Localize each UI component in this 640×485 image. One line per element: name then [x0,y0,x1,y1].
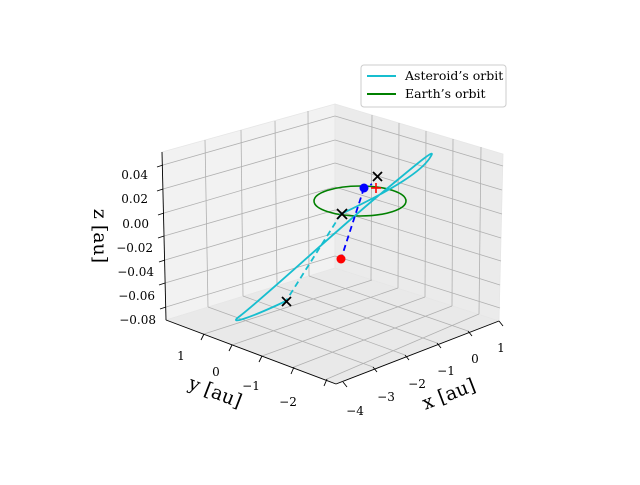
x-tick-label: 0 [471,352,479,366]
z-tick-label: 0.00 [122,217,149,231]
x-tick-label: −3 [377,390,395,404]
legend-label-earth: Earth’s orbit [405,86,486,101]
y-tick-label: 1 [177,349,185,363]
asteroid-orbit [235,152,433,322]
red-plus-marker [371,183,381,193]
z-tick-label: −0.08 [119,313,156,327]
z-tick-label: −0.02 [116,241,153,255]
y-tick-label: −2 [279,395,297,409]
earth-position-marker [359,183,369,193]
legend: Asteroid’s orbit Earth’s orbit [360,64,507,108]
tick-marks [156,164,504,388]
x-tick-label: −2 [408,377,426,391]
z-tick-label: 0.02 [121,192,148,206]
plot-data [235,152,433,322]
x-marker [281,296,292,307]
y-tick-label: −1 [242,379,260,393]
y-tick-label: 0 [212,365,220,379]
x-marker [336,208,348,220]
y-tick-labels: 1 0 −1 −2 [177,349,297,409]
x-tick-labels: −4 −3 −2 −1 0 1 [346,341,505,418]
z-tick-labels: 0.04 0.02 0.00 −0.02 −0.04 −0.06 −0.08 [116,168,156,327]
transfer-trajectory [340,187,365,260]
grid-lines [162,110,504,380]
x-marker [372,171,383,182]
z-tick-label: −0.04 [117,265,154,279]
x-tick-label: −1 [437,364,455,378]
x-tick-label: 1 [497,341,505,355]
legend-label-asteroid: Asteroid’s orbit [404,68,503,83]
z-tick-label: 0.04 [121,168,148,182]
z-axis-label: z [au] [89,209,111,263]
asteroid-position-marker [336,254,346,264]
x-axis-label: x [au] [419,374,478,414]
legend-box [360,64,507,108]
asteroid-orbit-hidden-segment [285,213,342,302]
z-tick-label: −0.06 [118,289,155,303]
x-tick-label: −4 [346,404,364,418]
